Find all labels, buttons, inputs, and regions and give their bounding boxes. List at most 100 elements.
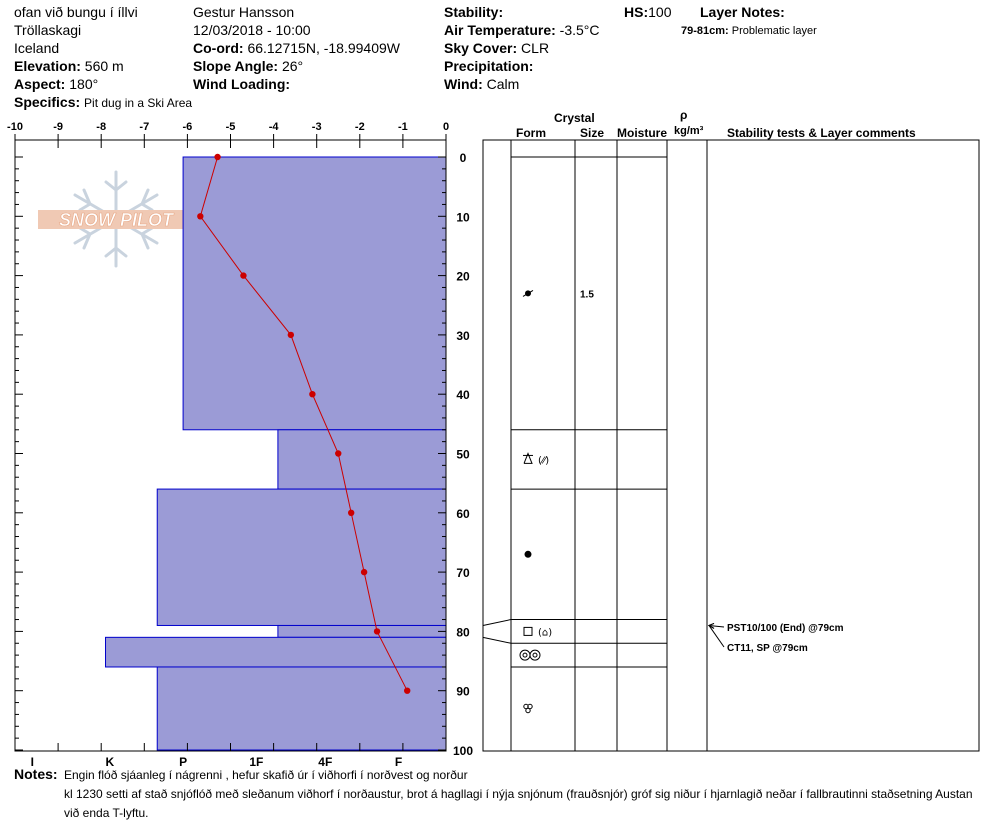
crystal-size: 1.5 [580,289,594,300]
layer-note: 79-81cm: Problematic layer [681,23,817,39]
sky-value: CLR [521,40,550,56]
hs-row: HS:100 [624,4,671,20]
layer-note-range: 79-81cm: [681,25,729,37]
temp-tick-label: -7 [139,121,149,133]
layer-table-frame [482,139,980,752]
temp-tick-label: -8 [96,121,106,133]
hardness-bar-1 [277,429,447,490]
temperature-point [214,153,221,161]
size-header: Size [580,126,605,140]
depth-tick-label: 100 [453,744,473,758]
air-temp-row: Air Temperature: -3.5°C [444,22,600,38]
temp-tick-label: -2 [355,121,365,133]
notes-line-1: Engin flóð sjáanleg í nágrenni , hefur s… [64,768,468,782]
depth-tick-label: 40 [456,388,470,402]
wind-label: Wind: [444,76,483,92]
temperature-point [404,687,411,694]
hs-value: 100 [648,4,672,20]
datetime: 12/03/2018 - 10:00 [193,22,311,38]
stability-arrow-icon [707,623,715,629]
temperature-point [197,213,204,220]
specifics-label: Specifics: [14,94,81,110]
form-header: Form [516,126,546,140]
temperature-point [360,568,368,576]
right-table-group: 1.5 (⁄⁄) (⌂) PST10/100 (End) @79cm CT11, SP … [482,139,980,752]
precip-label: Precipitation: [444,58,534,74]
sky-label: Sky Cover: [444,40,518,56]
temperature-point [347,509,355,516]
ice-layer-icon [519,649,541,661]
temp-tick-label: -10 [7,121,23,133]
icon-part [522,289,534,297]
notes-line-2: kl 1230 setti af stað snjóflóð með sleða… [64,787,973,801]
icon-part [529,649,541,661]
hardness-bar-0 [182,156,447,431]
icon-part [523,626,533,636]
depth-tick-label: 50 [456,448,470,462]
hardness-label: K [105,755,114,769]
elevation-value: 560 m [84,58,124,74]
temp-tick-label: -5 [226,121,236,133]
temp-tick-label: -3 [312,121,322,133]
crystal-form-modifier: (⁄⁄) [538,455,549,466]
icon-part [524,550,532,558]
temperature-point [335,450,342,457]
temp-tick-label: -4 [269,121,280,133]
hardness-bar-3 [277,624,447,638]
layer-boundary [482,619,667,626]
aspect-row: Aspect: 180° [14,76,98,92]
temp-tick-label: -6 [183,121,193,133]
depth-tick-label: 70 [456,566,470,580]
stability-header: Stability tests & Layer comments [727,126,916,140]
stability-leader [708,624,725,628]
slope-label: Slope Angle: [193,58,279,74]
hardness-bar-5 [156,666,447,751]
stability-test-label: PST10/100 (End) @79cm [727,623,844,634]
moisture-header: Moisture [617,126,668,140]
temperature-point [309,391,316,398]
depth-tick-label: 80 [456,625,470,639]
coord-label: Co-ord: [193,40,244,56]
temp-tick-label: -9 [53,121,63,133]
elevation-label: Elevation: [14,58,81,74]
hardness-label: 4F [318,755,332,769]
slope-value: 26° [281,58,304,74]
stability-row: Stability: [444,4,503,20]
hardness-label: I [31,755,34,769]
coord-value: 66.12715N, -18.99409W [247,40,400,56]
stability-label: Stability: [444,4,504,20]
stability-test-label: CT11, SP @79cm [727,643,808,654]
wind-value: Calm [486,76,520,92]
depth-tick-label: 0 [460,151,467,165]
temp-tick-label: 0 [443,121,449,133]
temp-tick-label: -1 [398,121,408,133]
hs-label: HS: [624,4,649,20]
wind-loading-label: Wind Loading: [193,76,291,92]
layer-note-text: Problematic layer [731,25,817,37]
icon-part [532,652,538,658]
air-temp-value: -3.5°C [559,22,600,38]
left-chart-group: -10 -9 -8 -7 -6 -5 -4 -3 -2 -1 0010203040506070809… [7,121,473,769]
logo-band [38,210,194,229]
slope-row: Slope Angle: 26° [193,58,303,74]
density-unit: kg/m³ [674,125,704,137]
stability-leader [708,625,725,648]
faceted-decomposing-icon [523,452,533,464]
coord-row: Co-ord: 66.12715N, -18.99409W [193,40,400,56]
layer-notes-label: Layer Notes: [700,4,785,20]
specifics-value: Pit dug in a Ski Area [84,96,193,110]
crystal-form-modifier: (⌂) [538,627,552,638]
specifics-row: Specifics: Pit dug in a Ski Area [14,94,192,111]
temperature-point [240,272,247,279]
layer-boundary [482,636,667,644]
icon-part [525,707,531,714]
hardness-bar-2 [156,488,447,626]
faceted-crystal-icon [523,626,533,636]
depth-tick-label: 20 [456,270,470,284]
region: Tröllaskagi [14,22,82,38]
precip-row: Precipitation: [444,58,533,74]
air-temp-label: Air Temperature: [444,22,556,38]
temperature-line [199,156,408,691]
temperature-point [287,331,295,339]
depth-tick-label: 30 [456,329,470,343]
